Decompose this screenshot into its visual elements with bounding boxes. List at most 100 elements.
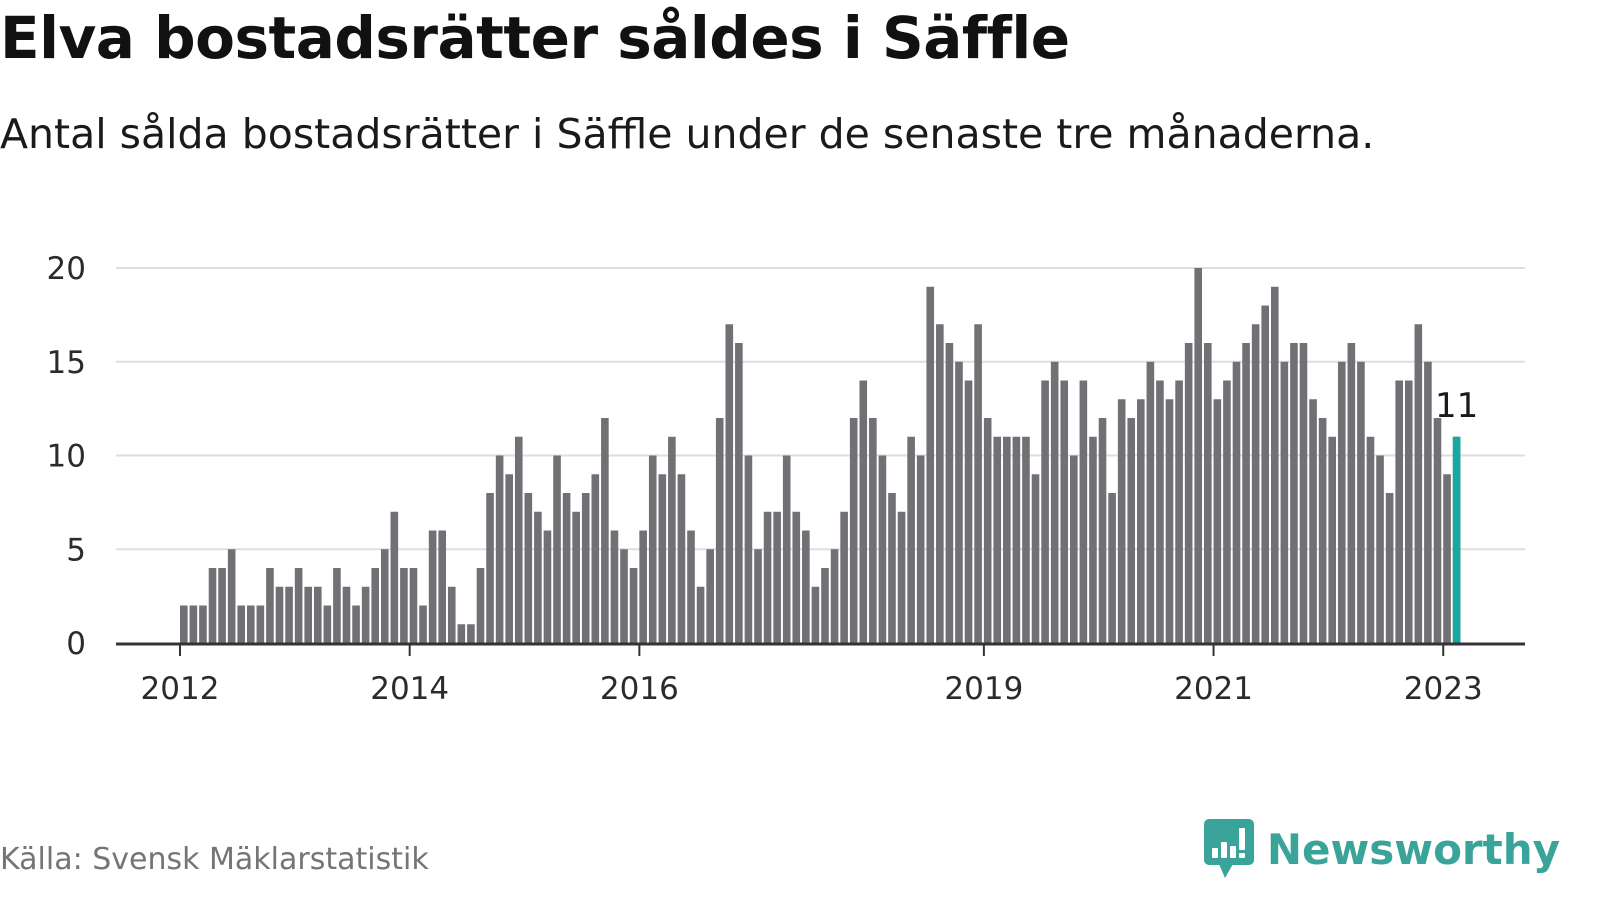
bar — [840, 511, 848, 643]
bar — [419, 605, 427, 643]
bar — [371, 568, 379, 643]
bar — [610, 530, 619, 643]
bar — [342, 586, 351, 643]
bar — [677, 474, 686, 643]
bar — [687, 530, 695, 643]
bar — [735, 343, 743, 643]
bar — [706, 549, 714, 643]
bar — [1404, 380, 1413, 643]
bar — [849, 418, 858, 643]
bar — [304, 586, 313, 643]
bar — [1366, 436, 1375, 643]
bar — [467, 624, 475, 643]
bar — [524, 493, 533, 643]
bar — [486, 493, 494, 643]
bar — [993, 436, 1002, 643]
bar — [390, 511, 399, 643]
bar — [1012, 436, 1021, 643]
bar — [189, 605, 198, 643]
bar — [1031, 474, 1040, 643]
bar — [572, 511, 580, 643]
bar — [897, 511, 906, 643]
bar — [639, 530, 647, 643]
bar — [648, 455, 657, 643]
bar — [333, 568, 341, 643]
bar — [1165, 399, 1174, 643]
bar — [983, 418, 992, 643]
x-axis — [116, 642, 1525, 656]
bar — [773, 511, 781, 643]
bar — [1385, 493, 1394, 643]
bar — [1041, 380, 1049, 643]
bar — [1194, 268, 1203, 643]
bar — [974, 324, 982, 643]
bar — [1156, 380, 1164, 643]
labels: 0 5 10 15 20 11 2012 2014 2016 2019 2021 2023 — [47, 251, 1483, 707]
bar — [1299, 343, 1308, 643]
bar — [581, 493, 590, 643]
bar — [1003, 436, 1011, 643]
bar — [907, 436, 915, 643]
bar — [246, 605, 255, 643]
bar — [543, 530, 552, 643]
bar — [601, 418, 609, 643]
chart-title: Elva bostadsrätter såldes i Säffle — [0, 4, 1070, 72]
bar — [945, 343, 954, 643]
highlight-value-label: 11 — [1435, 386, 1478, 426]
bar — [1309, 399, 1317, 643]
brand[interactable]: Newsworthy — [1203, 818, 1560, 880]
bar — [400, 568, 408, 643]
bar — [266, 568, 274, 643]
bar — [1108, 493, 1116, 643]
bar — [199, 605, 207, 643]
bar — [830, 549, 839, 643]
bar — [658, 474, 667, 643]
bar — [1347, 343, 1356, 643]
bar — [476, 568, 485, 643]
bar — [409, 568, 418, 643]
bar — [380, 549, 389, 643]
bar — [1137, 399, 1145, 643]
bar — [1433, 418, 1442, 643]
bar — [1357, 361, 1365, 643]
bar — [1414, 324, 1423, 643]
bar — [916, 455, 925, 643]
x-tick-label: 2014 — [370, 671, 449, 707]
bar — [514, 436, 523, 643]
bar — [1376, 455, 1384, 643]
chart-subtitle: Antal sålda bostadsrätter i Säffle under… — [0, 110, 1375, 158]
bar — [180, 605, 188, 643]
bar — [237, 605, 246, 643]
bar — [725, 324, 734, 643]
brand-name: Newsworthy — [1266, 824, 1560, 874]
bar — [878, 455, 887, 643]
bar — [505, 474, 513, 643]
bar — [696, 586, 705, 643]
bar — [1242, 343, 1250, 643]
bar — [1337, 361, 1346, 643]
bar — [352, 605, 360, 643]
bar — [1050, 361, 1059, 643]
bar — [1079, 380, 1088, 643]
bar — [620, 549, 628, 643]
bar — [1146, 361, 1155, 643]
bar — [811, 586, 820, 643]
bar — [1022, 436, 1030, 643]
bar — [553, 455, 561, 643]
bar — [754, 549, 762, 643]
bar — [275, 586, 284, 643]
highlight-bar — [1452, 436, 1461, 643]
bar — [1223, 380, 1231, 643]
bar — [1203, 343, 1212, 643]
bar — [438, 530, 446, 643]
bar — [495, 455, 504, 643]
bar — [869, 418, 877, 643]
bar — [926, 286, 935, 643]
bar — [1270, 286, 1279, 643]
bar — [1318, 418, 1327, 643]
newsworthy-logo-icon — [1203, 819, 1254, 878]
source-note: Källa: Svensk Mäklarstatistik — [0, 842, 429, 877]
bar — [457, 624, 466, 643]
bar — [1213, 399, 1222, 643]
bar — [821, 568, 829, 643]
